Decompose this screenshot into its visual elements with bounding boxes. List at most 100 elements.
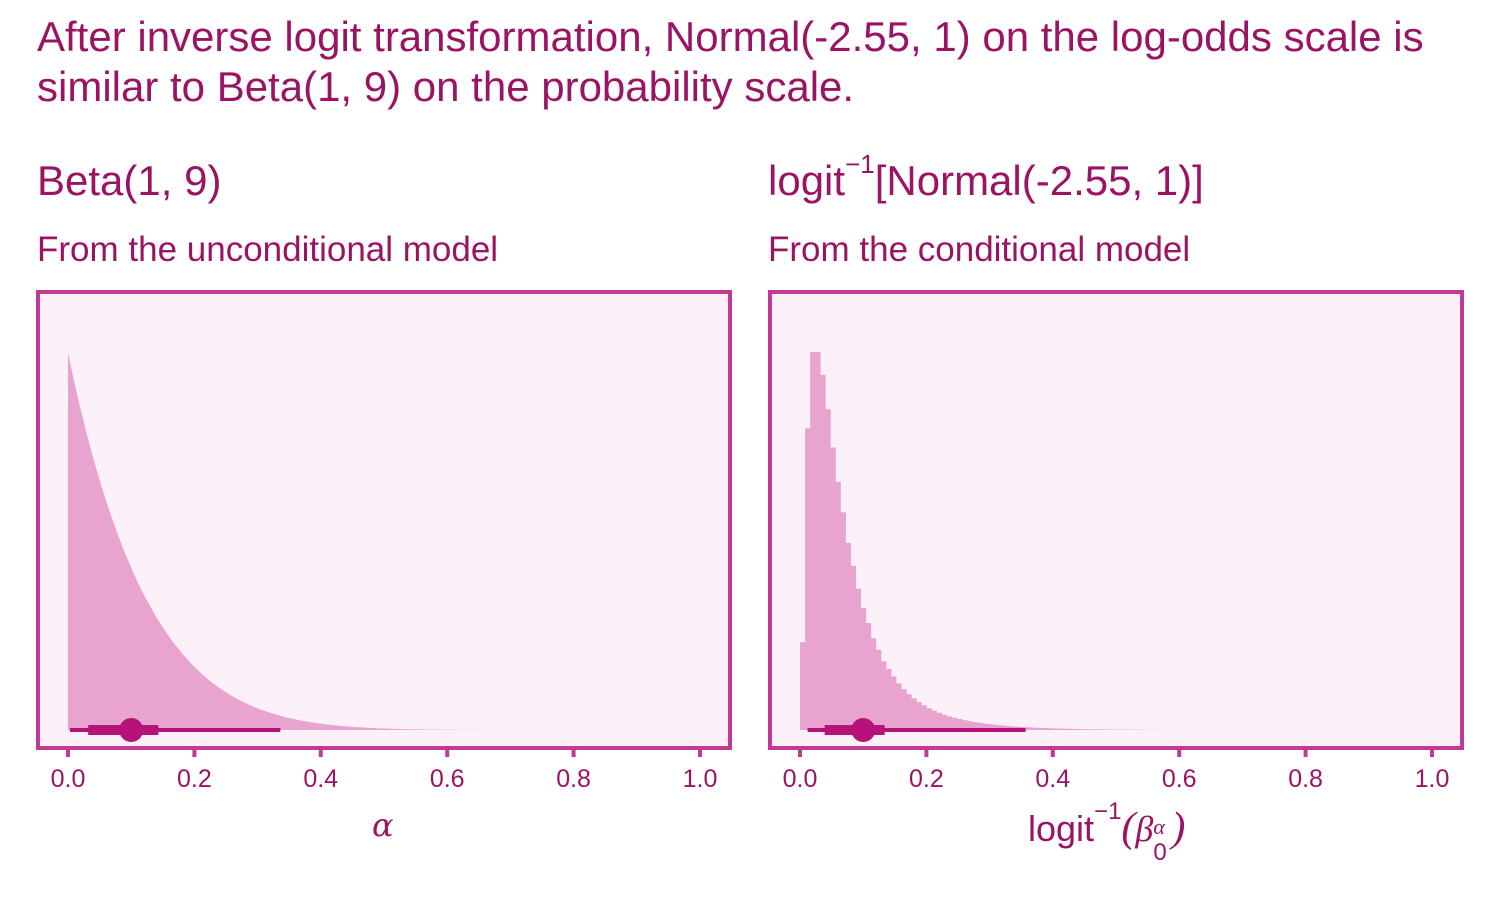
panel-2-title-logit: logit xyxy=(768,157,846,204)
panel-2-title-normal: [Normal(-2.55, 1)] xyxy=(874,157,1204,204)
histogram-bar xyxy=(992,724,998,730)
histogram-bar xyxy=(1083,729,1089,730)
histogram-bar xyxy=(820,374,826,730)
histogram-bar xyxy=(800,642,806,730)
histogram-bar xyxy=(1057,728,1064,730)
histogram-bar xyxy=(815,352,821,730)
xlabel-close-paren: ) xyxy=(1171,805,1186,851)
panel-1-x-axis: 0.0 0.2 0.4 0.6 0.8 1.0 xyxy=(51,748,718,793)
panel-2-frame xyxy=(768,290,1464,750)
chart-title: After inverse logit transformation, Norm… xyxy=(37,13,1424,110)
histogram-bar xyxy=(1098,729,1104,730)
histogram-bar xyxy=(931,710,937,730)
histogram-bar xyxy=(875,649,882,730)
histogram-bar xyxy=(850,565,857,730)
histogram-bar xyxy=(1108,729,1114,730)
histogram-bar xyxy=(916,702,922,730)
histogram-bar xyxy=(1093,729,1099,730)
histogram-bar xyxy=(971,721,978,730)
panel-2-title-exponent: −1 xyxy=(845,149,875,179)
histogram-bar xyxy=(1027,727,1033,730)
histogram-bar xyxy=(961,720,968,730)
xlabel-logit-text: logit xyxy=(1028,808,1095,849)
histogram-bar xyxy=(997,725,1003,730)
x-tick-label: 0.4 xyxy=(1035,765,1070,793)
x-tick-label: 1.0 xyxy=(683,765,718,793)
x-tick-label: 0.6 xyxy=(1162,765,1197,793)
histogram-bar xyxy=(976,722,983,730)
histogram-bar xyxy=(1002,725,1008,730)
histogram-bars xyxy=(800,352,1175,730)
histogram-bar xyxy=(921,705,927,730)
panel-1-interval xyxy=(69,718,281,742)
xlabel-superscript-alpha: α xyxy=(1153,814,1165,840)
histogram-bar xyxy=(1062,728,1069,730)
histogram-bar xyxy=(825,409,831,730)
histogram-bar xyxy=(810,352,816,730)
panel-2-interval xyxy=(807,718,1026,742)
histogram-bar xyxy=(805,428,811,730)
histogram-bar xyxy=(1042,728,1049,730)
panel-2-title: logit−1[Normal(-2.55, 1)] xyxy=(768,151,1204,205)
histogram-bar xyxy=(891,676,897,730)
histogram-bar xyxy=(860,607,867,730)
histogram-bar xyxy=(1052,728,1059,730)
histogram-bar xyxy=(885,668,892,730)
xlabel-beta: β xyxy=(1135,809,1154,849)
histogram-bar xyxy=(855,588,862,730)
panel-1-title: Beta(1, 9) xyxy=(37,157,222,204)
histogram-bar xyxy=(1037,727,1044,730)
x-tick-label: 0.0 xyxy=(783,765,818,793)
histogram-bar xyxy=(946,716,953,730)
histogram-bar xyxy=(982,723,988,730)
panel-1-subtitle: From the unconditional model xyxy=(37,230,499,269)
histogram-bar xyxy=(835,481,841,730)
histogram-bar xyxy=(966,721,973,730)
panel-2-plot: 0.0 0.2 0.4 0.6 0.8 1.0 xyxy=(768,290,1464,793)
histogram-bar xyxy=(956,718,963,730)
histogram-bar xyxy=(926,708,932,730)
histogram-bar xyxy=(936,712,942,730)
x-tick-label: 0.8 xyxy=(556,765,591,793)
histogram-bar xyxy=(901,689,907,730)
x-tick-label: 0.4 xyxy=(303,765,338,793)
histogram-bar xyxy=(1073,728,1079,730)
histogram-bar xyxy=(1103,729,1109,730)
xlabel-open-paren: ( xyxy=(1121,805,1136,851)
x-tick-label: 0.6 xyxy=(430,765,465,793)
x-tick-label: 0.2 xyxy=(909,765,944,793)
x-tick-label: 0.0 xyxy=(51,765,86,793)
panel-2-subtitle: From the conditional model xyxy=(768,230,1191,269)
histogram-bar xyxy=(906,694,912,730)
xlabel-exponent: −1 xyxy=(1094,798,1122,825)
xlabel-subscript-zero: 0 xyxy=(1153,839,1167,867)
histogram-bar xyxy=(865,623,872,730)
histogram-bar xyxy=(880,661,887,730)
panel-1-plot: 0.0 0.2 0.4 0.6 0.8 1.0 xyxy=(36,290,732,793)
panel-1-x-label: α xyxy=(372,806,394,844)
histogram-bar xyxy=(951,717,958,730)
point-estimate xyxy=(119,718,144,742)
histogram-bar xyxy=(1067,728,1074,730)
histogram-bar xyxy=(1032,727,1039,730)
histogram-bar xyxy=(830,447,836,730)
x-tick-label: 0.2 xyxy=(177,765,212,793)
histogram-bar xyxy=(896,683,902,730)
panel-2-x-label: logit−1(β α 0) xyxy=(1028,800,1186,867)
histogram-bar xyxy=(1047,728,1054,730)
point-estimate xyxy=(851,718,876,742)
x-tick-label: 0.8 xyxy=(1288,765,1323,793)
histogram-bar xyxy=(870,638,877,730)
histogram-bar xyxy=(845,542,851,730)
histogram-bar xyxy=(840,512,846,730)
beta-density-area xyxy=(68,353,700,730)
histogram-bar xyxy=(1078,729,1084,730)
x-tick-label: 1.0 xyxy=(1415,765,1450,793)
histogram-bar xyxy=(911,698,917,730)
histogram-bar xyxy=(941,714,948,730)
histogram-bar xyxy=(1088,729,1094,730)
histogram-bar xyxy=(987,724,993,730)
panel-2-x-axis: 0.0 0.2 0.4 0.6 0.8 1.0 xyxy=(783,748,1450,793)
